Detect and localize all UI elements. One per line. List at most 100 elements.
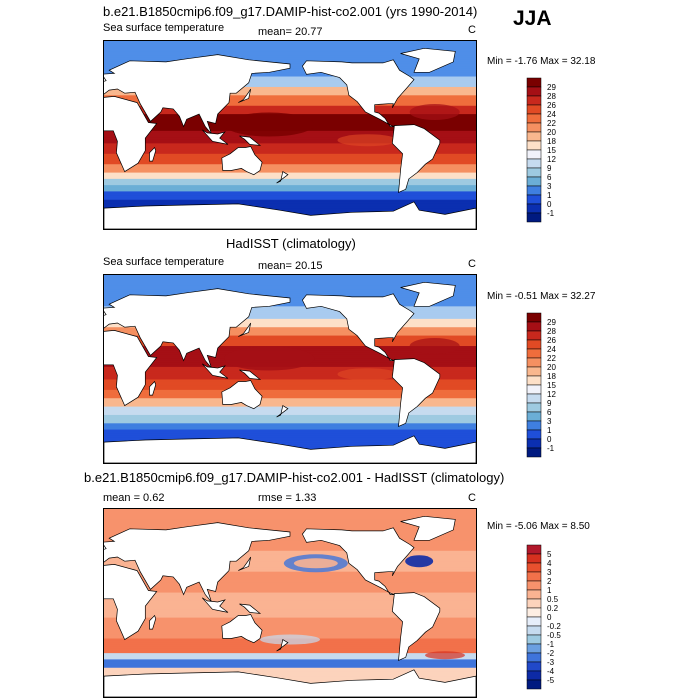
land-madagascar bbox=[149, 614, 157, 630]
sst-band bbox=[104, 275, 476, 278]
sst-band bbox=[104, 147, 476, 151]
panel1-units: C bbox=[468, 24, 476, 36]
sst-band bbox=[104, 515, 476, 518]
sst-band bbox=[104, 176, 476, 180]
sst-band bbox=[104, 577, 476, 581]
sst-band bbox=[104, 306, 476, 309]
land-antarctica bbox=[104, 669, 476, 697]
colorbar-tick-label: -0.5 bbox=[547, 631, 561, 640]
colorbar-swatch bbox=[526, 312, 542, 323]
sst-band bbox=[104, 168, 476, 172]
colorbar-tick-label: 6 bbox=[547, 408, 552, 417]
sst-band bbox=[104, 375, 476, 378]
sst-band bbox=[104, 648, 476, 652]
sst-band bbox=[104, 314, 476, 318]
cold-tongue bbox=[337, 368, 398, 381]
sst-band bbox=[104, 153, 476, 157]
panel1-mean: mean= 20.77 bbox=[258, 26, 323, 38]
colorbar-swatch bbox=[526, 402, 542, 413]
sst-band bbox=[104, 571, 476, 575]
colorbar-swatch bbox=[526, 158, 542, 169]
sst-band bbox=[104, 80, 476, 84]
sst-band bbox=[104, 86, 476, 90]
sst-band bbox=[104, 429, 476, 433]
sst-band bbox=[104, 193, 476, 197]
panel2-title: HadISST (climatology) bbox=[226, 236, 356, 251]
colorbar-swatch bbox=[526, 589, 542, 600]
cold-tongue bbox=[337, 134, 398, 147]
sst-band bbox=[104, 663, 476, 667]
colorbar-tick-label: 20 bbox=[547, 128, 556, 137]
sst-band bbox=[104, 203, 476, 207]
colorbar-swatch bbox=[526, 212, 542, 223]
sst-band bbox=[104, 417, 476, 420]
sst-band bbox=[104, 185, 476, 188]
sst-band bbox=[104, 164, 476, 167]
sst-band bbox=[104, 43, 476, 46]
panel2-colorbar: 29 28 26 24 22 20 18 15 12 9 6 3 1 0 -1 bbox=[526, 312, 587, 463]
sst-band bbox=[104, 78, 476, 82]
colorbar-swatch bbox=[526, 77, 542, 88]
colorbar-tick-label: 29 bbox=[547, 318, 556, 327]
sst-band bbox=[104, 603, 476, 606]
colorbar-tick-label: 22 bbox=[547, 354, 556, 363]
sst-band bbox=[104, 381, 476, 385]
colorbar-swatch bbox=[526, 366, 542, 377]
sst-band bbox=[104, 341, 476, 345]
sst-band bbox=[104, 513, 476, 516]
sst-band bbox=[104, 295, 476, 299]
north-pacific-warm-core bbox=[293, 558, 338, 569]
land-africa bbox=[104, 564, 158, 641]
sst-band bbox=[104, 437, 476, 441]
colorbar-tick-label: 0 bbox=[547, 435, 552, 444]
land-nz bbox=[276, 639, 289, 652]
land-indonesia bbox=[201, 363, 229, 379]
colorbar-swatch bbox=[526, 652, 542, 663]
colorbar-tick-label: 28 bbox=[547, 92, 556, 101]
sst-band bbox=[104, 605, 476, 608]
land-australia bbox=[221, 614, 263, 644]
land-europeAsia bbox=[104, 522, 291, 603]
land-japan bbox=[238, 88, 252, 103]
sst-band bbox=[104, 584, 476, 587]
sst-band bbox=[104, 101, 476, 105]
sst-band bbox=[104, 676, 476, 679]
colorbar-swatch bbox=[526, 357, 542, 368]
land-madagascar bbox=[149, 146, 157, 162]
panel3-title: b.e21.B1850cmip6.f09_g17.DAMIP-hist-co2.… bbox=[84, 470, 505, 485]
sst-band bbox=[104, 279, 476, 282]
sst-band bbox=[104, 337, 476, 341]
colorbar-tick-label: 26 bbox=[547, 336, 556, 345]
sst-band bbox=[104, 582, 476, 585]
warm-pool bbox=[224, 112, 315, 137]
sst-band bbox=[104, 592, 476, 596]
sst-band bbox=[104, 369, 476, 372]
sst-band bbox=[104, 425, 476, 428]
colorbar-swatch bbox=[526, 580, 542, 591]
sst-band bbox=[104, 527, 476, 531]
sst-band bbox=[104, 55, 476, 59]
sst-band bbox=[104, 74, 476, 78]
sst-band bbox=[104, 160, 476, 163]
sst-band bbox=[104, 155, 476, 159]
colorbar-swatch bbox=[526, 438, 542, 449]
colorbar-tick-label: -1 bbox=[547, 209, 555, 218]
sst-band bbox=[104, 41, 476, 44]
land-northAmerica bbox=[301, 293, 415, 361]
sst-band bbox=[104, 103, 476, 107]
sst-band bbox=[104, 665, 476, 669]
sst-band bbox=[104, 519, 476, 523]
sst-band bbox=[104, 373, 476, 376]
sst-band bbox=[104, 166, 476, 169]
sst-band bbox=[104, 609, 476, 612]
colorbar-tick-label: -1 bbox=[547, 640, 555, 649]
panel1-variable-label: Sea surface temperature bbox=[103, 22, 225, 34]
colorbar-tick-label: -5 bbox=[547, 676, 555, 685]
colorbar-tick-label: 12 bbox=[547, 155, 556, 164]
sst-band bbox=[104, 575, 476, 579]
sst-band bbox=[104, 302, 476, 305]
colorbar-swatch bbox=[526, 384, 542, 395]
sst-band bbox=[104, 408, 476, 412]
sst-band bbox=[104, 197, 476, 201]
sst-band bbox=[104, 630, 476, 633]
